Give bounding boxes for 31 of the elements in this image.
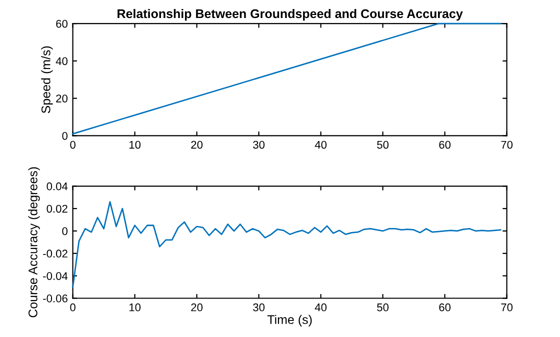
y-axis-title: Course Accuracy (degrees) — [28, 167, 40, 318]
x-tick-label: 20 — [191, 140, 203, 149]
x-tick-label: 20 — [191, 303, 203, 312]
y-tick-label: 0.02 — [46, 204, 68, 213]
y-axis-title: Speed (m/s) — [41, 46, 53, 114]
x-axis-title: Time (s) — [267, 314, 312, 326]
line-series — [72, 201, 502, 288]
chart-title: Relationship Between Groundspeed and Course Accuracy — [118, 8, 463, 21]
x-tick-label: 40 — [314, 140, 327, 149]
x-tick-label: 10 — [129, 140, 141, 149]
x-tick-label: 50 — [377, 303, 389, 312]
x-tick-label: 40 — [314, 303, 327, 312]
x-tick-label: 50 — [377, 140, 389, 149]
x-tick-label: 70 — [501, 303, 513, 312]
y-tick-label: 0 — [62, 227, 68, 236]
y-tick-label: 40 — [56, 57, 68, 66]
x-tick-label: 60 — [439, 303, 451, 312]
y-tick-label: 0.04 — [46, 182, 68, 190]
y-tick-label: -0.02 — [43, 250, 68, 258]
y-tick-label: -0.06 — [43, 294, 68, 302]
x-tick-label: 30 — [253, 140, 265, 149]
x-tick-label: 70 — [501, 140, 513, 149]
y-tick-label: 60 — [56, 20, 68, 28]
x-tick-label: 30 — [253, 303, 265, 312]
x-tick-label: 10 — [129, 303, 141, 312]
x-tick-label: 0 — [70, 140, 76, 149]
y-tick-label: 0 — [62, 132, 68, 140]
y-tick-label: 20 — [56, 94, 68, 102]
x-tick-label: 0 — [70, 303, 76, 312]
y-tick-label: -0.04 — [43, 272, 68, 280]
x-tick-label: 60 — [439, 140, 451, 149]
